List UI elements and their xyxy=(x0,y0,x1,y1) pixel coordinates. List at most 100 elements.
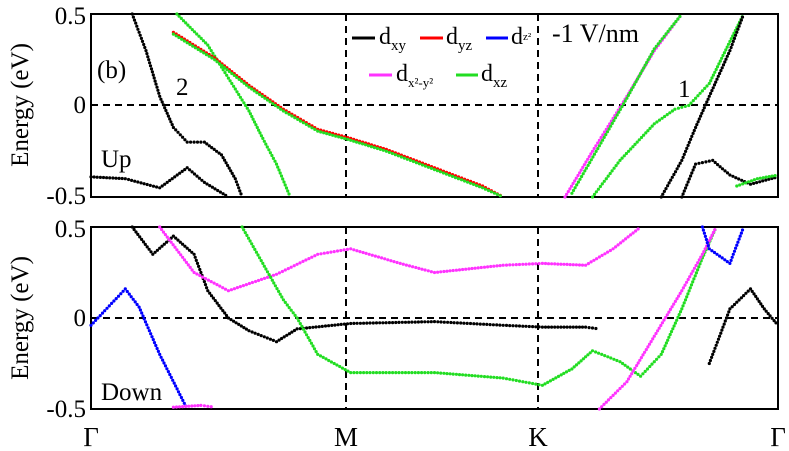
band-point xyxy=(336,323,340,327)
band-point xyxy=(691,280,695,284)
xtick-M: M xyxy=(334,422,358,451)
band-point xyxy=(716,74,720,78)
band-point xyxy=(242,101,246,105)
band-point xyxy=(215,60,219,64)
band-point xyxy=(565,192,569,196)
band-point xyxy=(141,240,146,244)
band-point xyxy=(629,88,634,92)
band-point xyxy=(718,59,722,63)
band-point xyxy=(378,147,383,151)
band-point xyxy=(169,375,173,379)
band-point xyxy=(335,249,340,253)
band-point xyxy=(138,235,142,239)
band-point xyxy=(230,71,234,76)
band-point xyxy=(277,289,281,293)
band-point xyxy=(268,337,272,341)
band-point xyxy=(579,168,583,172)
band-point xyxy=(758,176,762,180)
band-point xyxy=(274,272,279,276)
band-point xyxy=(256,278,261,283)
band-point xyxy=(590,326,595,330)
band-point xyxy=(181,19,186,23)
band-point xyxy=(662,189,667,193)
band-point xyxy=(744,181,748,185)
band-point xyxy=(339,322,343,326)
band-point xyxy=(226,316,230,320)
band-point xyxy=(250,87,254,91)
band-point xyxy=(755,181,759,185)
band-point xyxy=(211,296,215,300)
band-point xyxy=(701,228,706,232)
band-point xyxy=(759,302,763,306)
band-point xyxy=(700,89,705,93)
band-point xyxy=(293,313,297,317)
band-point xyxy=(221,156,225,160)
band-point xyxy=(138,308,142,312)
band-point xyxy=(469,181,473,185)
band-point xyxy=(188,25,192,29)
band-point xyxy=(206,289,210,293)
band-point xyxy=(665,313,669,317)
band-point xyxy=(316,352,320,356)
band-point xyxy=(281,298,285,302)
band-point xyxy=(626,93,631,97)
band-point xyxy=(158,94,162,98)
band-point xyxy=(413,320,417,324)
band-point xyxy=(754,294,758,298)
band-point xyxy=(599,135,603,140)
band-point xyxy=(694,125,698,130)
band-point xyxy=(247,109,251,113)
band-point xyxy=(285,303,289,307)
band-point xyxy=(537,262,541,266)
band-point xyxy=(198,273,202,278)
band-point xyxy=(716,163,720,167)
band-point xyxy=(442,320,446,324)
band-point xyxy=(292,328,297,333)
band-point xyxy=(746,289,750,293)
band-point xyxy=(667,181,671,185)
band-point xyxy=(150,70,154,74)
band-point xyxy=(181,405,185,409)
panel-down-ytick-top: 0.5 xyxy=(55,216,86,243)
band-point xyxy=(685,146,689,150)
band-point xyxy=(222,66,227,70)
band-point xyxy=(595,257,599,261)
band-point xyxy=(298,327,302,331)
band-point xyxy=(162,361,166,365)
band-point xyxy=(423,268,427,272)
band-point xyxy=(135,24,139,28)
band-point xyxy=(384,371,388,375)
band-point xyxy=(728,39,732,44)
band-point xyxy=(392,260,396,264)
band-point xyxy=(340,136,344,140)
band-point xyxy=(142,42,146,47)
band-point xyxy=(670,175,674,179)
band-point xyxy=(185,41,189,45)
band-point xyxy=(682,152,686,156)
band-point xyxy=(724,57,728,61)
band-point xyxy=(495,192,499,196)
band-point xyxy=(720,56,724,60)
band-point xyxy=(201,39,205,43)
band-point xyxy=(613,391,618,395)
band-point xyxy=(254,250,258,254)
band-point xyxy=(374,371,379,375)
band-point xyxy=(165,240,169,244)
band-point xyxy=(386,258,390,262)
xtick-K: K xyxy=(528,422,548,451)
band-point xyxy=(295,327,299,331)
band-point xyxy=(571,181,575,186)
band-point xyxy=(764,309,768,313)
band-point xyxy=(623,363,627,367)
band-point xyxy=(346,369,350,373)
band-point xyxy=(260,94,264,98)
band-point xyxy=(656,329,660,333)
band-down-4 xyxy=(171,403,213,409)
band-point xyxy=(282,180,286,184)
band-point xyxy=(643,369,647,373)
band-point xyxy=(203,283,208,287)
band-point xyxy=(715,340,719,344)
band-point xyxy=(217,151,221,155)
band-point xyxy=(174,405,179,409)
band-point xyxy=(742,294,746,298)
